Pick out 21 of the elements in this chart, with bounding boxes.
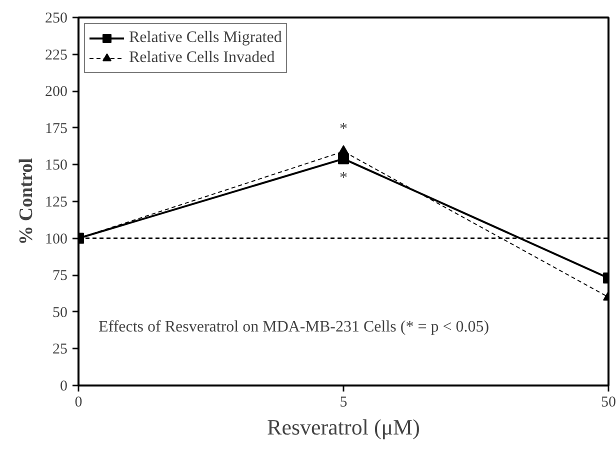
- x-axis-title: Resveratrol (μM): [267, 414, 420, 440]
- y-tick-label: 25: [52, 342, 68, 358]
- annotation: *: [340, 120, 348, 138]
- y-tick-label: 200: [45, 84, 68, 100]
- x-tick-label: 0: [74, 394, 82, 410]
- legend-label: Relative Cells Migrated: [129, 28, 282, 48]
- annotation: Effects of Resveratrol on MDA-MB-231 Cells (* = p < 0.05): [98, 318, 490, 336]
- y-axis-title: % Control: [16, 158, 37, 245]
- annotation: *: [340, 170, 348, 186]
- x-tick-label: 5: [340, 394, 348, 410]
- y-tick-label: 100: [45, 231, 68, 248]
- x-tick-label: 50: [601, 394, 616, 410]
- y-tick-label: 75: [52, 268, 68, 284]
- y-tick-label: 50: [52, 304, 68, 321]
- legend-label: Relative Cells Invaded: [129, 48, 275, 68]
- y-tick-label: 225: [45, 47, 68, 64]
- y-tick-label: 125: [45, 194, 68, 210]
- y-tick-label: 150: [45, 158, 68, 174]
- y-tick-label: 175: [45, 120, 68, 137]
- y-tick-label: 0: [60, 378, 68, 394]
- y-tick-label: 250: [45, 10, 68, 26]
